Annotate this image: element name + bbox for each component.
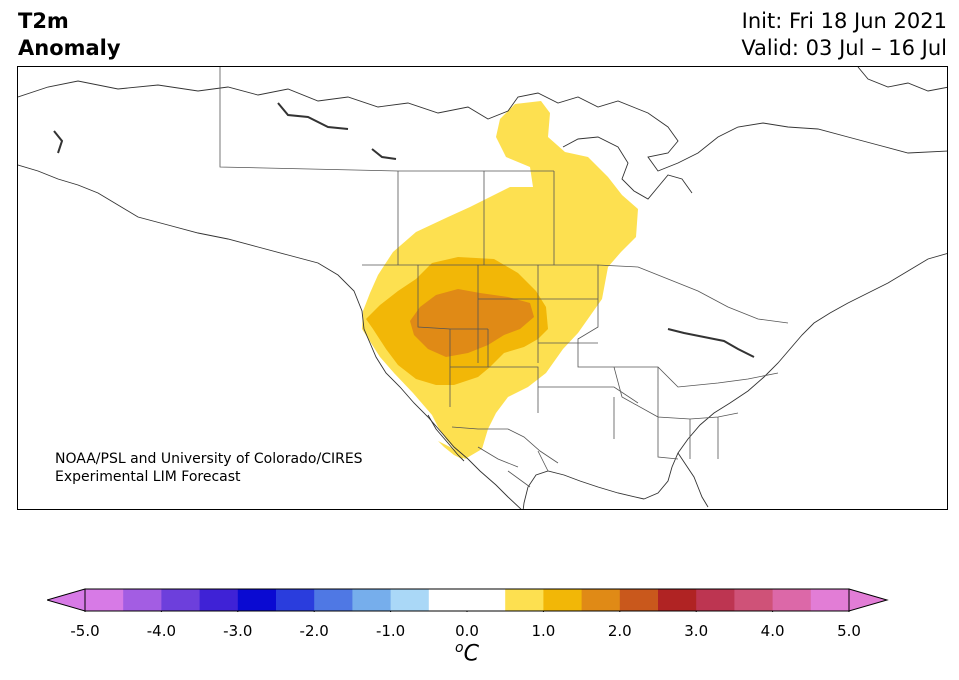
units-letter: C bbox=[463, 641, 479, 667]
credit-text: NOAA/PSL and University of Colorado/CIRE… bbox=[55, 450, 363, 486]
mexico-state-lines bbox=[477, 446, 549, 488]
colorbar-segment bbox=[696, 589, 735, 611]
great-slave-lake bbox=[371, 148, 397, 160]
colorbar-segment bbox=[199, 589, 239, 611]
lakes-rivers bbox=[53, 102, 755, 358]
great-lakes bbox=[667, 328, 755, 358]
valid-date: Valid: 03 Jul – 16 Jul bbox=[741, 36, 947, 60]
colorbar-segment bbox=[619, 589, 659, 611]
colorbar-segment bbox=[123, 589, 162, 611]
colorbar bbox=[47, 588, 889, 612]
colorbar-segment bbox=[810, 589, 850, 611]
coastlines bbox=[18, 67, 947, 509]
credit-line-2: Experimental LIM Forecast bbox=[55, 469, 241, 485]
colorbar-segment bbox=[390, 589, 430, 611]
credit-line-1: NOAA/PSL and University of Colorado/CIRE… bbox=[55, 451, 363, 467]
us-mexico-border bbox=[451, 426, 559, 464]
colorbar-tick-label: 4.0 bbox=[760, 622, 785, 640]
canada-province-lines bbox=[219, 67, 555, 265]
political-borders bbox=[219, 67, 789, 488]
colorbar-tick-label: -3.0 bbox=[223, 622, 253, 640]
arctic-coast bbox=[18, 80, 947, 172]
colorbar-segment bbox=[314, 589, 353, 611]
colorbar-tick-label: -1.0 bbox=[375, 622, 406, 640]
colorbar-segment bbox=[772, 589, 812, 611]
colorbar-segment bbox=[352, 589, 392, 611]
greenland-coast bbox=[857, 67, 947, 92]
colorbar-segment bbox=[85, 589, 124, 611]
west-coast bbox=[18, 164, 522, 509]
victoria-island-channel bbox=[53, 130, 64, 154]
us-state-lines bbox=[417, 265, 779, 460]
units-degree: o bbox=[455, 640, 464, 656]
title-variable: T2m bbox=[18, 9, 69, 33]
gulf-of-california bbox=[427, 414, 465, 462]
colorbar-segment bbox=[161, 589, 201, 611]
colorbar-tick-label: 0.0 bbox=[455, 622, 479, 640]
colorbar-over-arrow bbox=[848, 588, 889, 612]
colorbar-tick-label: -2.0 bbox=[299, 622, 329, 640]
init-date: Init: Fri 18 Jun 2021 bbox=[741, 9, 947, 33]
colorbar-segment bbox=[505, 589, 544, 611]
colorbar-tick-label: -4.0 bbox=[146, 622, 177, 640]
forecast-dates: Init: Fri 18 Jun 2021 Valid: 03 Jul – 16… bbox=[741, 8, 947, 62]
gulf-coast bbox=[522, 470, 645, 509]
colorbar-tick-label: -5.0 bbox=[70, 622, 100, 640]
colorbar-units: oC bbox=[455, 640, 479, 666]
colorbar-tick-label: 2.0 bbox=[607, 622, 632, 640]
colorbar-segment bbox=[581, 589, 621, 611]
us-canada-border bbox=[362, 264, 789, 324]
colorbar-segment bbox=[276, 589, 315, 611]
colorbar-segment bbox=[658, 589, 697, 611]
hudson-bay bbox=[562, 136, 693, 200]
colorbar-segment bbox=[543, 589, 583, 611]
map-title: T2m Anomaly bbox=[18, 8, 121, 62]
florida bbox=[677, 452, 709, 508]
map-canvas bbox=[18, 67, 947, 509]
colorbar-tick-label: 3.0 bbox=[684, 622, 709, 640]
anomaly-region-strong bbox=[410, 289, 534, 357]
great-bear-lake bbox=[277, 102, 349, 130]
map-panel bbox=[17, 66, 948, 510]
colorbar-segment bbox=[467, 589, 506, 611]
colorbar-ticks bbox=[84, 611, 850, 612]
colorbar-segment bbox=[237, 589, 277, 611]
colorbar-tick-label: 5.0 bbox=[837, 622, 861, 640]
east-coast bbox=[643, 253, 947, 500]
colorbar-segment bbox=[428, 589, 468, 611]
colorbar-segments bbox=[85, 589, 850, 611]
colorbar-under-arrow bbox=[47, 588, 86, 612]
title-field: Anomaly bbox=[18, 36, 121, 60]
colorbar-segment bbox=[734, 589, 774, 611]
colorbar-tick-label: 1.0 bbox=[531, 622, 556, 640]
